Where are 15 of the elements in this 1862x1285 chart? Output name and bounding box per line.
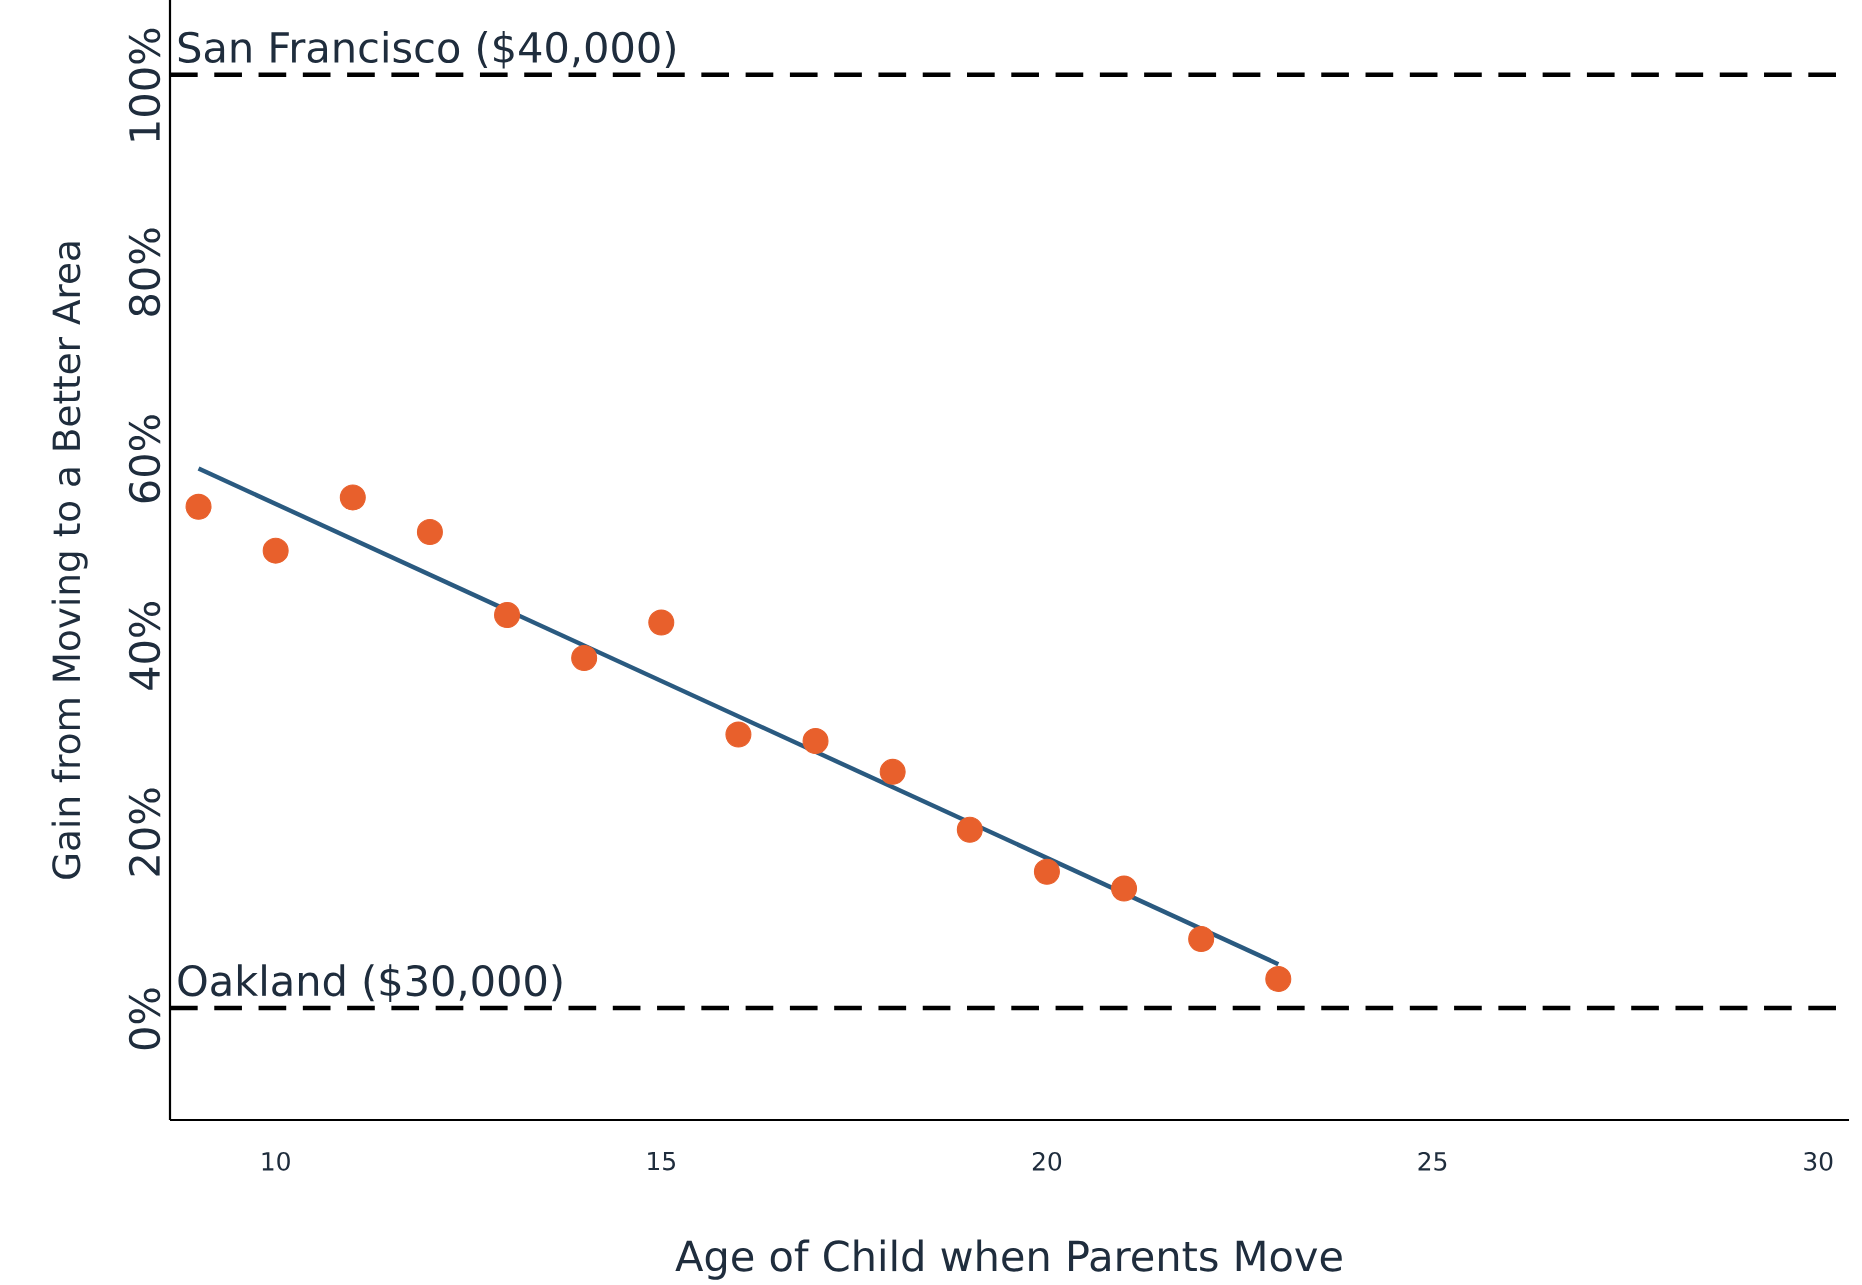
x-axis-title: Age of Child when Parents Move <box>675 1239 1342 1280</box>
x-tick-label: 30 <box>1804 1151 1833 1171</box>
y-tick-label: 0% <box>128 988 161 1050</box>
ref-line-label: Oakland ($30,000) <box>178 964 562 1002</box>
y-tick-label: 40% <box>128 601 161 690</box>
y-tick-label: 20% <box>128 788 161 876</box>
x-tick-label: 10 <box>262 1151 290 1171</box>
y-tick-label: 80% <box>128 228 161 316</box>
ref-line-label: San Francisco ($40,000) <box>178 30 675 69</box>
y-tick-label: 100% <box>128 28 161 141</box>
y-axis-title: Gain from Moving to a Better Area <box>51 242 88 879</box>
y-tick-label: 60% <box>128 415 161 503</box>
x-tick-label: 15 <box>648 1151 675 1171</box>
x-tick-label: 25 <box>1418 1151 1447 1171</box>
x-tick-label: 20 <box>1032 1151 1062 1171</box>
